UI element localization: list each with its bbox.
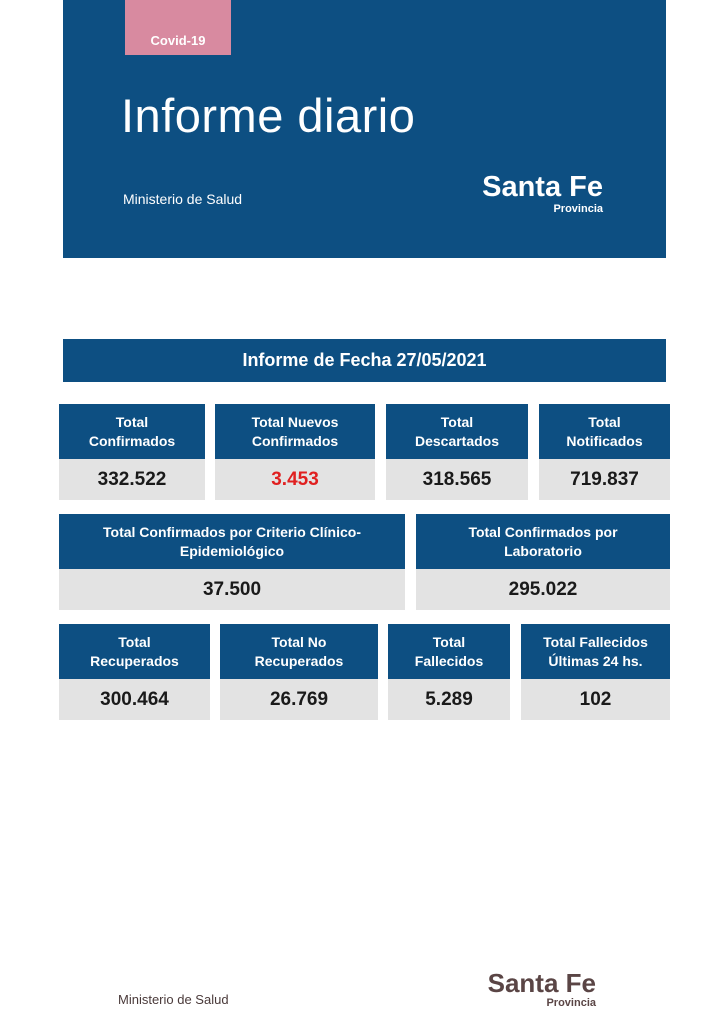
santa-fe-logo: Santa Fe Provincia: [459, 173, 603, 215]
total-deceased-card: Total Fallecidos 5.289: [388, 624, 510, 720]
card-label-line2: Confirmados: [88, 432, 176, 449]
covid-tag: Covid-19: [125, 0, 231, 55]
card-label-line1: Total Fallecidos: [543, 633, 648, 650]
card-label-line1: Total: [588, 413, 621, 430]
card-header: Total Descartados: [386, 404, 528, 459]
card-header: Total Fallecidos Últimas 24 hs.: [521, 624, 670, 679]
lab-confirmed-card: Total Confirmados por Laboratorio 295.022: [416, 514, 670, 610]
card-label-line2: Últimas 24 hs.: [548, 652, 643, 669]
card-header: Total No Recuperados: [220, 624, 378, 679]
card-label-line1: Total Confirmados por: [468, 523, 618, 540]
logo-subtitle: Provincia: [553, 203, 603, 215]
card-label-line2: Recuperados: [254, 652, 344, 669]
card-label-line2: Laboratorio: [504, 542, 582, 559]
card-label-line2: Fallecidos: [414, 652, 484, 669]
card-label-line1: Total: [115, 413, 149, 430]
card-header: Total Confirmados: [59, 404, 205, 459]
card-header: Total Confirmados por Criterio Clínico- E…: [59, 514, 405, 569]
card-label-line2: Descartados: [414, 432, 500, 449]
card-value: 332.522: [59, 459, 205, 500]
card-label-line2: Epidemiológico: [179, 542, 285, 559]
total-confirmed-card: Total Confirmados 332.522: [59, 404, 205, 500]
footer-logo-subtitle: Provincia: [546, 997, 596, 1009]
footer-santa-fe-logo: Santa Fe Provincia: [471, 970, 596, 1009]
card-label-line2: Notificados: [566, 432, 643, 449]
card-value: 26.769: [220, 679, 378, 720]
report-header: Covid-19 Informe diario Ministerio de Sa…: [63, 0, 666, 258]
card-header: Total Recuperados: [59, 624, 210, 679]
card-header: Total Confirmados por Laboratorio: [416, 514, 670, 569]
footer-logo-name: Santa Fe: [487, 968, 596, 998]
card-header: Total Notificados: [539, 404, 670, 459]
card-value: 102: [521, 679, 670, 720]
card-value: 5.289: [388, 679, 510, 720]
card-label-line2: Confirmados: [251, 432, 339, 449]
card-label-line1: Total No: [271, 633, 327, 650]
total-new-confirmed-card: Total Nuevos Confirmados 3.453: [215, 404, 375, 500]
card-label-line1: Total: [432, 633, 466, 650]
card-value: 300.464: [59, 679, 210, 720]
card-label-line2: Recuperados: [90, 652, 179, 669]
deceased-last-24h-card: Total Fallecidos Últimas 24 hs. 102: [521, 624, 670, 720]
card-value: 318.565: [386, 459, 528, 500]
card-value: 37.500: [59, 569, 405, 610]
card-label-line1: Total Confirmados por Criterio Clínico-: [103, 523, 361, 540]
total-not-recovered-card: Total No Recuperados 26.769: [220, 624, 378, 720]
total-notified-card: Total Notificados 719.837: [539, 404, 670, 500]
page-title: Informe diario: [121, 89, 416, 142]
card-label-line1: Total Nuevos: [251, 413, 339, 430]
card-header: Total Fallecidos: [388, 624, 510, 679]
card-label-line1: Total: [118, 633, 151, 650]
card-value: 295.022: [416, 569, 670, 610]
logo-name: Santa Fe: [482, 171, 603, 203]
card-value: 3.453: [215, 459, 375, 500]
clinical-confirmed-card: Total Confirmados por Criterio Clínico- E…: [59, 514, 405, 610]
card-label-line1: Total: [440, 413, 474, 430]
total-recovered-card: Total Recuperados 300.464: [59, 624, 210, 720]
card-value: 719.837: [539, 459, 670, 500]
total-discarded-card: Total Descartados 318.565: [386, 404, 528, 500]
footer-ministry-label: Ministerio de Salud: [118, 992, 229, 1007]
report-date-title: Informe de Fecha 27/05/2021: [63, 339, 666, 382]
card-header: Total Nuevos Confirmados: [215, 404, 375, 459]
ministry-label: Ministerio de Salud: [123, 191, 243, 207]
